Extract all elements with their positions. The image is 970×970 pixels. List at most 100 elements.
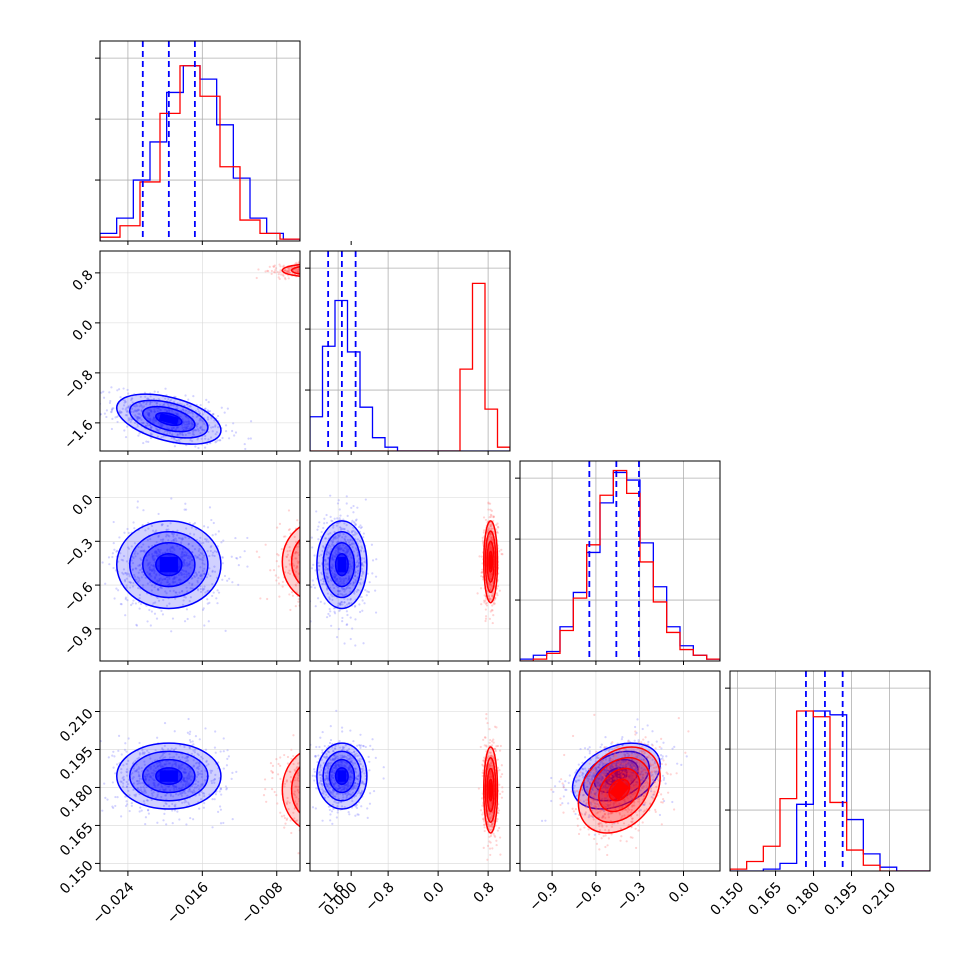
- sample-point: [213, 777, 216, 781]
- sample-point: [297, 267, 300, 270]
- sample-point: [275, 560, 278, 563]
- sample-point: [358, 539, 361, 542]
- sample-point: [171, 545, 174, 548]
- sample-point: [174, 747, 177, 750]
- sample-point: [150, 792, 154, 795]
- sample-point: [191, 584, 194, 587]
- sample-point: [187, 755, 190, 759]
- sample-point: [131, 777, 134, 780]
- sample-point: [349, 637, 352, 641]
- sample-point: [172, 581, 175, 584]
- sample-point: [161, 747, 164, 750]
- scatter-red: [255, 260, 356, 281]
- sample-point: [203, 779, 206, 782]
- sample-point: [345, 269, 347, 271]
- sample-point: [192, 523, 195, 526]
- sample-point: [339, 271, 341, 273]
- sample-point: [328, 607, 331, 611]
- sample-point: [172, 404, 175, 407]
- sample-point: [316, 275, 318, 277]
- sample-point: [370, 543, 374, 546]
- sample-point: [313, 265, 315, 267]
- sample-point: [312, 273, 314, 275]
- sample-point: [114, 416, 117, 419]
- sample-point: [322, 506, 324, 508]
- sample-point: [135, 578, 138, 581]
- sample-point: [195, 425, 199, 428]
- sample-point: [319, 272, 321, 274]
- sample-point: [306, 560, 308, 562]
- sample-point: [196, 766, 200, 769]
- sample-point: [324, 272, 326, 274]
- sample-point: [138, 767, 141, 770]
- sample-point: [111, 407, 114, 410]
- sample-point: [184, 508, 188, 511]
- sample-point: [320, 273, 322, 275]
- sample-point: [326, 277, 328, 279]
- sample-point: [305, 269, 307, 271]
- sample-point: [235, 556, 238, 560]
- sample-point: [321, 270, 323, 272]
- sample-point: [205, 538, 208, 541]
- sample-point: [340, 528, 343, 531]
- sample-point: [488, 598, 491, 601]
- sample-point: [322, 582, 325, 586]
- sample-point: [488, 583, 491, 586]
- sample-point: [213, 554, 216, 558]
- sample-point: [288, 528, 291, 531]
- sample-point: [488, 582, 491, 585]
- sample-point: [317, 274, 319, 276]
- sample-point: [138, 773, 141, 776]
- sample-point: [305, 265, 307, 267]
- sample-point: [487, 501, 490, 504]
- sample-point: [314, 535, 316, 537]
- sample-point: [343, 275, 345, 277]
- sample-point: [489, 546, 492, 549]
- sample-point: [334, 269, 336, 271]
- sample-point: [344, 271, 346, 273]
- sample-point: [181, 801, 184, 804]
- sample-point: [103, 412, 107, 415]
- sample-point: [202, 541, 205, 544]
- sample-point: [164, 756, 167, 759]
- sample-point: [156, 552, 159, 555]
- sample-point: [325, 275, 327, 277]
- sample-point: [282, 264, 285, 267]
- sample-point: [321, 271, 323, 273]
- sample-point: [168, 548, 171, 551]
- sample-point: [142, 509, 145, 512]
- sample-point: [305, 264, 307, 266]
- sample-point: [314, 273, 316, 275]
- sample-point: [294, 557, 297, 560]
- sample-point: [356, 548, 359, 552]
- sample-point: [490, 548, 493, 551]
- sample-point: [155, 428, 158, 431]
- sample-point: [324, 560, 327, 563]
- sample-point: [161, 578, 164, 581]
- sample-point: [325, 616, 329, 619]
- sample-point: [359, 540, 362, 543]
- sample-point: [211, 534, 214, 537]
- sample-point: [163, 788, 166, 792]
- sample-point: [353, 270, 355, 272]
- sample-point: [164, 802, 167, 805]
- sample-point: [324, 537, 327, 540]
- sample-point: [159, 552, 162, 555]
- sample-point: [171, 763, 174, 766]
- sample-point: [330, 271, 332, 273]
- sample-point: [307, 265, 309, 267]
- sample-point: [489, 513, 492, 516]
- sample-point: [161, 785, 164, 788]
- sample-point: [209, 769, 212, 772]
- sample-point: [278, 522, 282, 526]
- sample-point: [488, 502, 492, 505]
- sample-point: [128, 418, 131, 421]
- sample-point: [329, 270, 331, 272]
- sample-point: [193, 786, 196, 789]
- sample-point: [164, 551, 167, 554]
- sample-point: [189, 439, 192, 442]
- sample-point: [219, 822, 223, 825]
- sample-point: [330, 543, 334, 546]
- sample-point: [354, 268, 356, 270]
- sample-point: [145, 799, 149, 802]
